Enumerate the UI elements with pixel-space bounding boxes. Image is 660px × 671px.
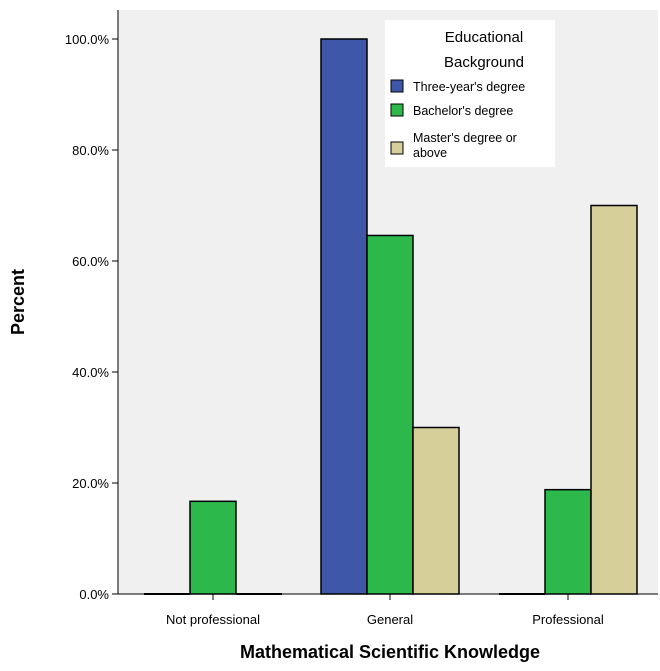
bar	[590, 204, 638, 595]
legend-label-master: Master's degree or above	[413, 131, 520, 160]
bars-layer	[144, 38, 638, 595]
y-axis-ticks: 0.0% 20.0% 40.0% 60.0% 80.0% 100.0%	[65, 32, 118, 602]
legend: Educational Background Three-year's degr…	[385, 20, 555, 167]
x-category-label: Professional	[532, 612, 604, 627]
legend-swatch-three-year	[390, 79, 404, 93]
bar	[544, 488, 592, 595]
legend-label-master-line-1: Master's degree or	[413, 131, 517, 145]
legend-label-master-line-2: above	[413, 146, 447, 160]
legend-swatch-bachelor	[390, 103, 404, 117]
legend-label-three-year: Three-year's degree	[413, 80, 525, 94]
y-tick-label: 0.0%	[79, 587, 109, 602]
legend-swatch-master	[390, 141, 404, 155]
x-axis-title: Mathematical Scientific Knowledge	[240, 642, 540, 662]
bar	[366, 234, 414, 595]
y-tick-label: 20.0%	[72, 476, 109, 491]
bar	[189, 500, 237, 595]
x-axis-categories: Not professional General Professional	[166, 594, 604, 627]
legend-title-line-1: Educational	[445, 29, 523, 46]
x-category-label: Not professional	[166, 612, 260, 627]
y-tick-label: 40.0%	[72, 365, 109, 380]
legend-title-line-2: Background	[444, 54, 524, 71]
x-category-label: General	[367, 612, 413, 627]
y-tick-label: 100.0%	[65, 32, 110, 47]
bar	[412, 426, 460, 595]
bar	[320, 38, 368, 595]
y-axis-title: Percent	[8, 269, 28, 335]
y-tick-label: 60.0%	[72, 254, 109, 269]
y-tick-label: 80.0%	[72, 143, 109, 158]
legend-label-bachelor: Bachelor's degree	[413, 104, 513, 118]
legend-box	[385, 20, 555, 167]
